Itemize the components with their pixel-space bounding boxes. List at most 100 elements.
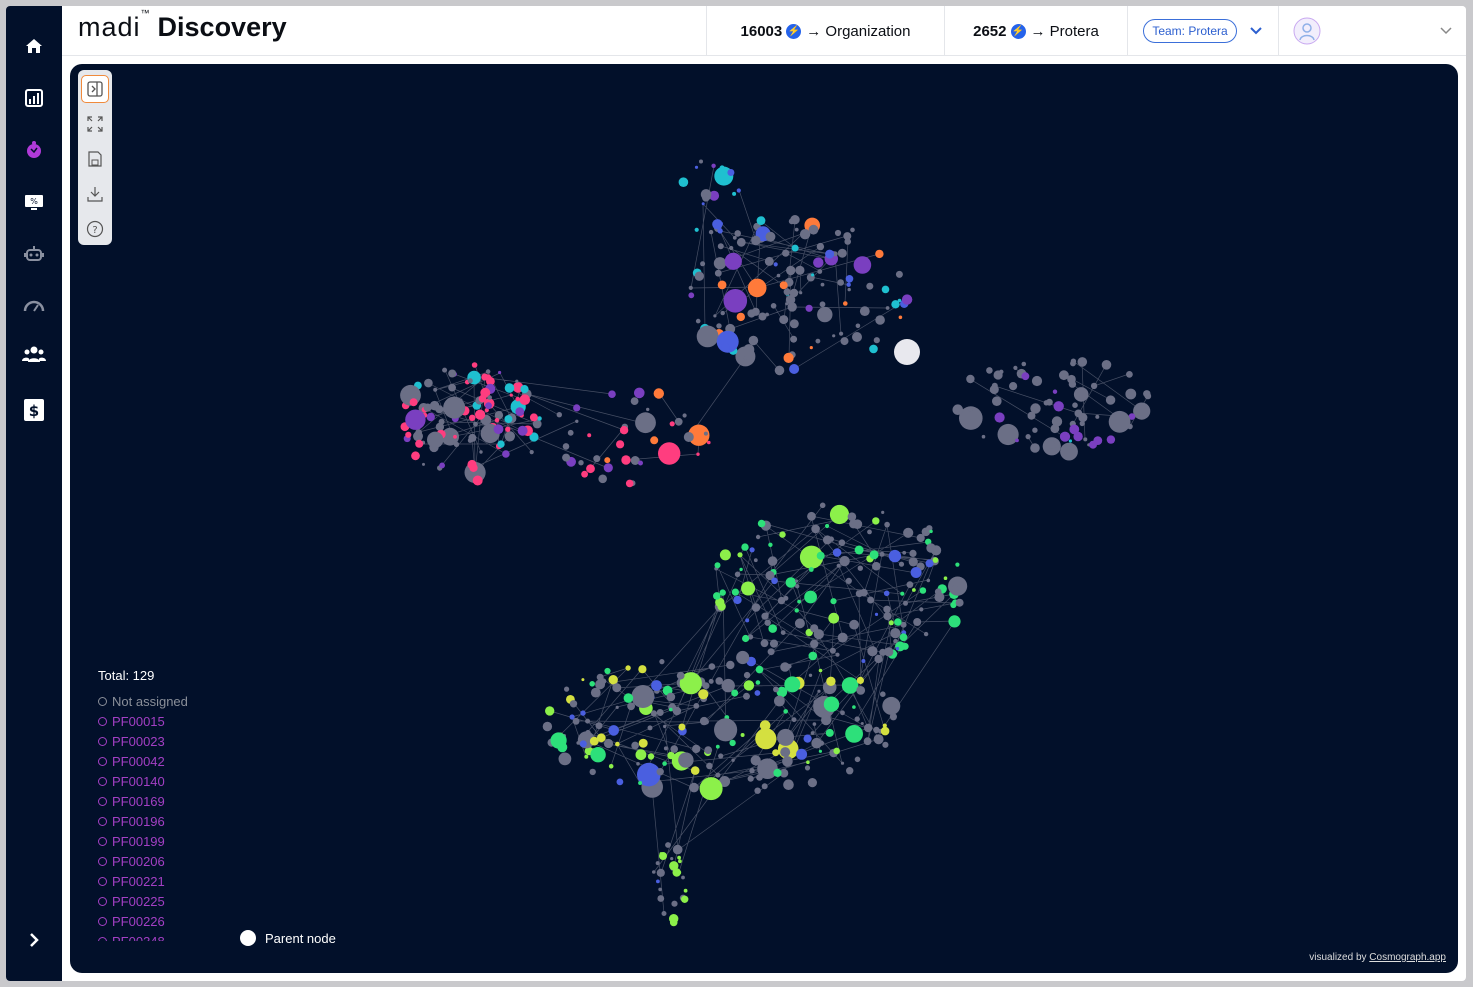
graph-node[interactable] <box>771 577 778 585</box>
graph-node[interactable] <box>1030 403 1041 414</box>
graph-node[interactable] <box>925 538 932 545</box>
graph-node[interactable] <box>625 665 631 671</box>
graph-node[interactable] <box>655 861 660 866</box>
graph-node[interactable] <box>864 723 873 733</box>
network-graph[interactable] <box>70 64 1458 973</box>
sidebar-item-discovery[interactable] <box>20 136 48 164</box>
graph-node[interactable] <box>692 744 701 754</box>
graph-node[interactable] <box>1013 365 1018 370</box>
graph-node[interactable] <box>590 747 606 763</box>
sidebar-item-gauge[interactable] <box>20 292 48 320</box>
graph-node[interactable] <box>852 705 856 709</box>
graph-node[interactable] <box>453 434 457 439</box>
graph-node[interactable] <box>1106 435 1116 444</box>
graph-node[interactable] <box>816 551 825 560</box>
graph-node[interactable] <box>817 306 833 323</box>
graph-node[interactable] <box>856 686 866 695</box>
graph-node[interactable] <box>532 419 542 429</box>
graph-node[interactable] <box>439 462 445 469</box>
graph-node[interactable] <box>840 710 845 716</box>
graph-node[interactable] <box>893 638 898 644</box>
graph-node[interactable] <box>415 439 424 448</box>
graph-node[interactable] <box>847 287 851 292</box>
graph-node[interactable] <box>799 545 824 569</box>
graph-node[interactable] <box>839 331 844 336</box>
graph-node[interactable] <box>717 280 727 290</box>
graph-node[interactable] <box>743 671 751 679</box>
graph-node[interactable] <box>736 237 746 247</box>
graph-node[interactable] <box>743 680 755 691</box>
graph-node[interactable] <box>888 549 902 563</box>
graph-node[interactable] <box>779 531 786 538</box>
graph-node[interactable] <box>689 782 699 793</box>
graph-node[interactable] <box>713 314 717 318</box>
graph-node[interactable] <box>731 689 739 697</box>
graph-node[interactable] <box>1079 420 1085 427</box>
graph-node[interactable] <box>600 678 607 684</box>
parent-node[interactable] <box>894 339 920 365</box>
graph-node[interactable] <box>502 450 510 458</box>
graph-node[interactable] <box>759 720 771 731</box>
graph-node[interactable] <box>845 275 854 283</box>
graph-node[interactable] <box>879 551 885 557</box>
graph-node[interactable] <box>823 696 840 712</box>
graph-node[interactable] <box>794 227 799 232</box>
graph-node[interactable] <box>818 749 823 753</box>
graph-node[interactable] <box>672 706 682 716</box>
graph-node[interactable] <box>723 289 748 313</box>
graph-node[interactable] <box>777 728 795 746</box>
graph-node[interactable] <box>652 870 656 874</box>
graph-nodes[interactable] <box>400 159 1152 927</box>
graph-node[interactable] <box>776 273 781 278</box>
graph-node[interactable] <box>747 278 767 298</box>
graph-node[interactable] <box>670 857 674 861</box>
graph-node[interactable] <box>1069 424 1080 435</box>
graph-node[interactable] <box>755 534 761 540</box>
graph-node[interactable] <box>760 639 769 648</box>
graph-node[interactable] <box>711 163 716 168</box>
graph-node[interactable] <box>653 388 664 399</box>
graph-node[interactable] <box>1059 370 1069 381</box>
graph-node[interactable] <box>1068 439 1072 443</box>
graph-node[interactable] <box>774 695 785 707</box>
graph-node[interactable] <box>493 424 504 435</box>
graph-node[interactable] <box>811 524 820 534</box>
graph-node[interactable] <box>826 676 836 686</box>
graph-node[interactable] <box>948 576 968 596</box>
graph-node[interactable] <box>740 733 745 737</box>
graph-node[interactable] <box>787 664 792 669</box>
graph-node[interactable] <box>1052 389 1058 394</box>
graph-node[interactable] <box>874 612 879 617</box>
graph-node[interactable] <box>473 421 478 427</box>
graph-node[interactable] <box>631 741 639 750</box>
graph-node[interactable] <box>789 364 800 374</box>
graph-node[interactable] <box>479 450 483 454</box>
graph-node[interactable] <box>703 431 708 436</box>
graph-node[interactable] <box>841 677 859 694</box>
graph-node[interactable] <box>834 229 842 237</box>
graph-node[interactable] <box>857 565 863 571</box>
graph-node[interactable] <box>515 396 520 402</box>
graph-node[interactable] <box>584 754 589 759</box>
graph-node[interactable] <box>795 265 805 275</box>
graph-node[interactable] <box>589 681 595 687</box>
graph-node[interactable] <box>750 755 761 766</box>
graph-node[interactable] <box>590 687 601 698</box>
graph-node[interactable] <box>882 723 887 728</box>
graph-node[interactable] <box>821 715 832 726</box>
graph-node[interactable] <box>774 365 785 376</box>
graph-node[interactable] <box>608 725 619 736</box>
graph-node[interactable] <box>1051 416 1063 427</box>
graph-node[interactable] <box>795 584 800 589</box>
graph-node[interactable] <box>621 455 631 465</box>
graph-node[interactable] <box>427 431 444 448</box>
graph-node[interactable] <box>900 591 905 596</box>
graph-node[interactable] <box>542 721 553 732</box>
graph-node[interactable] <box>767 556 778 566</box>
graph-node[interactable] <box>706 762 713 770</box>
graph-node[interactable] <box>690 766 700 775</box>
graph-node[interactable] <box>742 634 750 643</box>
graph-node[interactable] <box>815 338 821 344</box>
graph-node[interactable] <box>782 249 790 257</box>
graph-node[interactable] <box>472 475 483 486</box>
